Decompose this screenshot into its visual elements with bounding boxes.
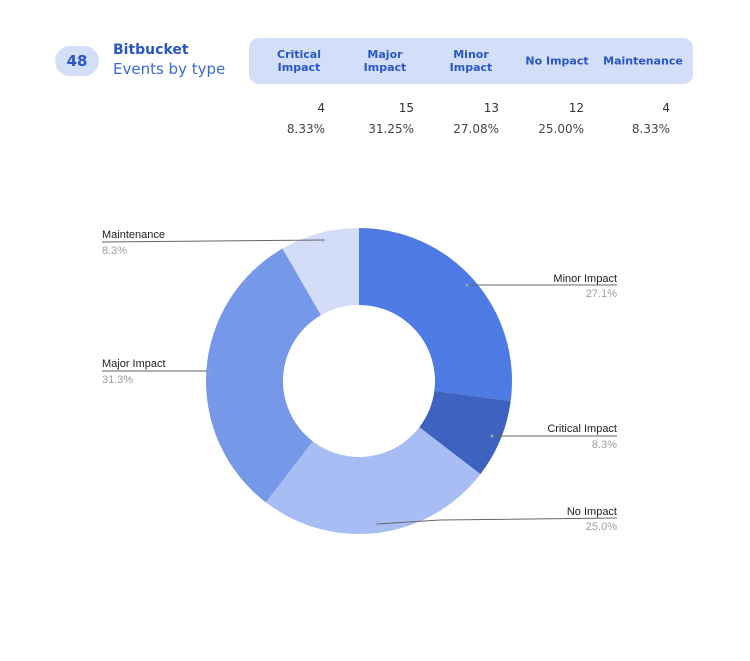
label-no-impact: No Impact [567,506,617,518]
category-header-band: Critical Impact Major Impact Minor Impac… [249,38,693,84]
header-major-impact: Major Impact [364,48,407,74]
percent: 8.33% [286,122,325,136]
percent: 31.25% [368,122,414,136]
header-label: Impact [363,61,407,74]
header-no-impact: No Impact [525,55,588,68]
label-maintenance: Maintenance [102,229,165,241]
header-label: Minor [453,48,489,61]
header-critical-impact: Critical Impact [277,48,321,74]
slice-maintenance [282,228,359,316]
values-row: 4 8.33% 15 31.25% 13 27.08% 12 25.00% 4 … [249,100,693,140]
value-minor-impact: 13 27.08% [453,100,499,137]
count: 12 [568,101,584,115]
slice-major-impact [205,248,321,503]
header-maintenance: Maintenance [603,55,683,68]
value-critical-impact: 4 8.33% [287,100,325,137]
slice-critical-impact [419,390,511,475]
count: 4 [317,101,325,115]
count: 15 [398,101,414,115]
chart-title: Bitbucket Events by type [113,42,225,79]
percent: 8.33% [631,122,670,136]
count: 4 [662,101,670,115]
callout-dots [207,238,494,526]
label-critical-impact: Critical Impact [547,423,617,435]
pct-minor-impact: 27.1% [586,288,617,300]
label-major-impact: Major Impact [102,358,166,370]
header-label: Maintenance [603,54,683,68]
pct-critical-impact: 8.3% [592,439,617,451]
header-label: Impact [449,61,493,74]
header-label: No Impact [525,54,589,68]
callout-maintenance [101,239,324,243]
app-name: Bitbucket [113,42,189,58]
pct-no-impact: 25.0% [586,521,617,533]
label-minor-impact: Minor Impact [553,273,617,285]
donut-slices [205,228,512,534]
slice-minor-impact [359,228,512,401]
total-count-badge: 48 [55,46,99,76]
value-maintenance: 4 8.33% [632,100,670,137]
header-minor-impact: Minor Impact [450,48,493,74]
pct-major-impact: 31.3% [102,374,133,386]
chart-subtitle: Events by type [113,60,226,78]
header-label: Critical [276,48,322,61]
callout-lines [101,239,618,525]
count: 13 [483,101,499,115]
percent: 27.08% [453,122,499,136]
header-label: Impact [277,61,321,74]
header-label: Major [367,48,403,61]
value-major-impact: 15 31.25% [368,100,414,137]
percent: 25.00% [538,122,584,136]
total-count: 48 [66,52,88,70]
slice-no-impact [265,427,481,534]
callout-no-impact [376,517,618,525]
value-no-impact: 12 25.00% [538,100,584,137]
pct-maintenance: 8.3% [102,245,127,257]
